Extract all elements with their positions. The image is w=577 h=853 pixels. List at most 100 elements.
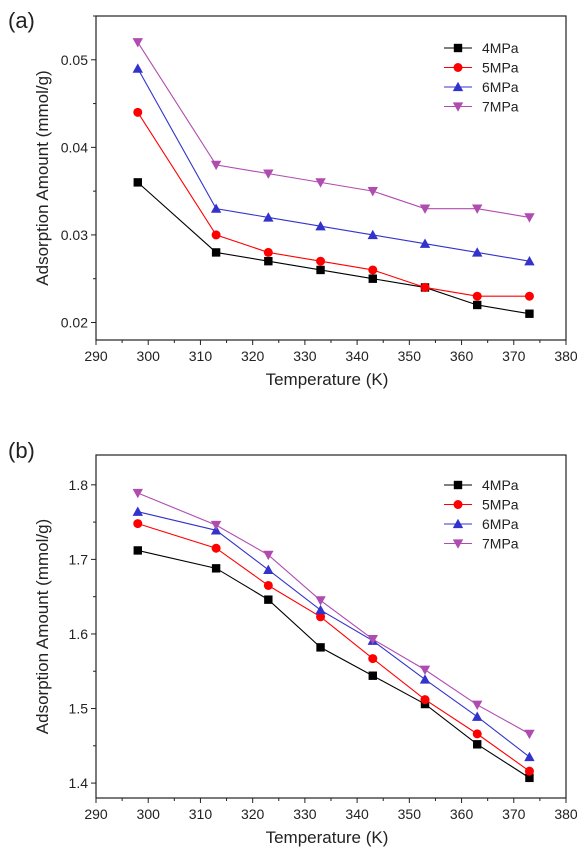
data-point-4MPa <box>525 309 534 318</box>
y-tick-label: 1.6 <box>69 626 89 642</box>
chart-a: 290 300 310 320 330 340 350 360 370 380 0.02 0.03 0.… <box>33 15 577 389</box>
data-point-6MPa <box>263 212 274 222</box>
legend-marker-7MPa <box>452 539 464 549</box>
x-tick-label: 370 <box>502 348 526 364</box>
data-point-5MPa <box>524 291 534 301</box>
x-tick-label: 360 <box>450 806 474 822</box>
x-axis-title: Temperature (K) <box>266 370 389 389</box>
legend-marker-6MPa <box>452 518 464 529</box>
data-point-6MPa <box>419 238 431 248</box>
x-tick-label: 340 <box>345 806 369 822</box>
data-point-4MPa <box>133 546 142 555</box>
y-tick-label: 0.05 <box>61 52 88 68</box>
x-tick-label: 320 <box>241 806 265 822</box>
data-point-7MPa <box>367 635 378 645</box>
y-tick-label: 0.02 <box>61 314 88 330</box>
x-tick-label: 300 <box>137 806 161 822</box>
data-point-5MPa <box>472 729 482 739</box>
series-line-5MPa <box>137 112 530 297</box>
data-point-6MPa <box>263 564 274 574</box>
data-point-6MPa <box>419 674 431 684</box>
y-tick-label: 0.03 <box>61 227 88 243</box>
data-point-7MPa <box>132 38 143 48</box>
data-point-4MPa <box>211 248 221 257</box>
data-point-7MPa <box>524 213 535 223</box>
x-tick-label: 340 <box>345 348 369 364</box>
series-line-5MPa <box>137 523 530 772</box>
legend-label-7MPa: 7MPa <box>482 536 519 552</box>
data-point-5MPa <box>420 695 430 705</box>
x-tick-label: 320 <box>241 348 265 364</box>
x-tick-label: 350 <box>398 806 422 822</box>
legend-label-4MPa: 4MPa <box>482 40 519 56</box>
data-point-6MPa <box>315 604 326 615</box>
x-tick-label: 300 <box>137 348 161 364</box>
data-point-4MPa <box>473 740 482 749</box>
data-point-4MPa <box>525 773 534 783</box>
x-tick-label: 380 <box>554 806 577 822</box>
data-point-4MPa <box>368 274 377 283</box>
data-point-7MPa <box>263 550 274 561</box>
y-tick-label: 1.8 <box>69 477 89 493</box>
x-tick-label: 360 <box>450 348 474 364</box>
x-tick-label: 310 <box>189 806 213 822</box>
data-point-6MPa <box>472 711 483 721</box>
data-point-6MPa <box>210 203 222 213</box>
data-point-6MPa <box>524 751 535 762</box>
data-point-5MPa <box>211 543 221 553</box>
data-point-7MPa <box>472 700 483 710</box>
series-line-4MPa <box>137 181 530 315</box>
data-point-6MPa <box>524 255 535 266</box>
y-tick-label: 0.04 <box>61 139 88 155</box>
data-point-5MPa <box>524 766 534 776</box>
data-point-5MPa <box>211 230 221 240</box>
data-point-6MPa <box>367 229 378 240</box>
data-point-5MPa <box>316 256 326 266</box>
panel-label-a: (a) <box>8 8 35 33</box>
data-point-6MPa <box>472 247 483 257</box>
data-point-5MPa <box>420 282 430 292</box>
legend-marker-4MPa <box>453 43 463 53</box>
legend-marker-5MPa <box>453 63 463 72</box>
data-point-4MPa <box>264 595 273 604</box>
y-tick-label: 1.5 <box>69 701 89 717</box>
data-point-5MPa <box>316 612 326 622</box>
data-point-4MPa <box>473 300 482 310</box>
data-point-4MPa <box>368 671 377 680</box>
series-line-7MPa <box>137 492 530 735</box>
chart-b: 290 300 310 320 330 340 350 360 370 380 1.4 1.5 1.6 1… <box>33 454 577 847</box>
legend-label-7MPa: 7MPa <box>482 99 519 115</box>
data-point-7MPa <box>315 596 326 606</box>
data-point-4MPa <box>133 178 142 187</box>
x-tick-label: 350 <box>398 348 422 364</box>
data-point-7MPa <box>419 204 431 214</box>
x-tick-label: 370 <box>502 806 526 822</box>
data-point-7MPa <box>472 204 483 214</box>
data-point-6MPa <box>315 220 326 231</box>
data-point-7MPa <box>263 169 274 179</box>
series-line-6MPa <box>137 511 530 758</box>
data-point-5MPa <box>368 654 378 664</box>
x-tick-label: 330 <box>293 348 317 364</box>
data-point-4MPa <box>316 265 325 275</box>
data-point-5MPa <box>472 291 482 301</box>
x-tick-label: 330 <box>293 806 317 822</box>
data-point-7MPa <box>132 488 143 499</box>
data-point-7MPa <box>210 520 222 531</box>
data-point-7MPa <box>367 186 378 197</box>
series-line-7MPa <box>137 41 530 218</box>
data-point-5MPa <box>133 519 143 529</box>
y-tick-label: 1.4 <box>69 775 89 791</box>
x-tick-label: 310 <box>189 348 213 364</box>
legend-label-6MPa: 6MPa <box>482 516 519 532</box>
legend-marker-7MPa <box>452 102 464 112</box>
y-axis-title: Adsorption Amount (mmol/g) <box>33 519 52 734</box>
data-point-5MPa <box>133 107 143 117</box>
legend-marker-4MPa <box>453 480 463 490</box>
legend-marker-5MPa <box>453 500 463 509</box>
data-point-4MPa <box>264 256 273 266</box>
legend-label-5MPa: 5MPa <box>482 60 519 76</box>
legend-marker-6MPa <box>452 81 464 92</box>
data-point-7MPa <box>419 665 431 675</box>
legend-label-5MPa: 5MPa <box>482 497 519 513</box>
